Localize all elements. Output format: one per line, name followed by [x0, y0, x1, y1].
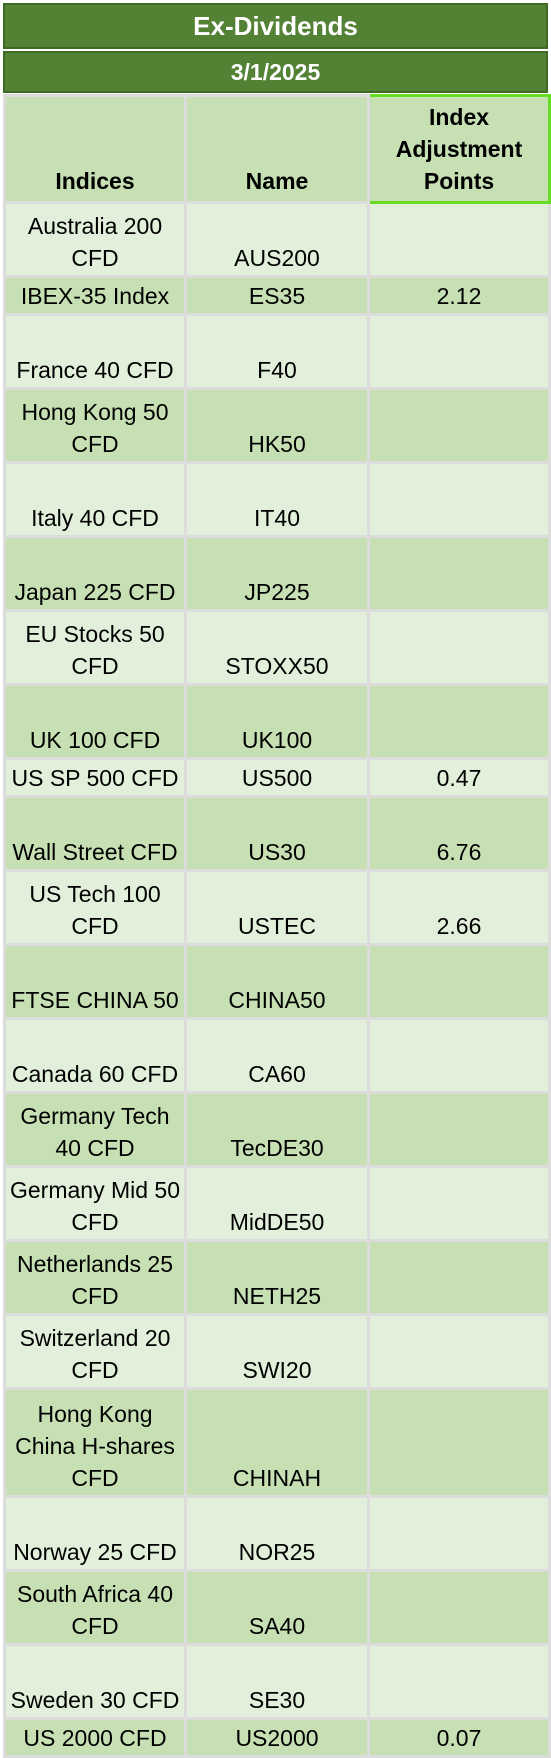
- cell-index[interactable]: Germany Tech 40 CFD: [3, 1091, 187, 1168]
- table-row: US SP 500 CFD US500 0.47: [3, 757, 551, 798]
- table-row: Sweden 30 CFD SE30: [3, 1643, 551, 1720]
- cell-points[interactable]: [367, 609, 551, 686]
- cell-index[interactable]: US Tech 100 CFD: [3, 869, 187, 946]
- sheet-date: 3/1/2025: [3, 51, 548, 93]
- cell-points[interactable]: [367, 535, 551, 612]
- table-row: Wall Street CFD US30 6.76: [3, 795, 551, 872]
- cell-index[interactable]: US 2000 CFD: [3, 1717, 187, 1758]
- cell-points[interactable]: [367, 1643, 551, 1720]
- table-row: Australia 200 CFD AUS200: [3, 201, 551, 278]
- cell-name[interactable]: F40: [184, 313, 370, 390]
- table-row: US Tech 100 CFD USTEC 2.66: [3, 869, 551, 946]
- header-name[interactable]: Name: [184, 94, 370, 204]
- table-row: US 2000 CFD US2000 0.07: [3, 1717, 551, 1758]
- cell-points[interactable]: 2.66: [367, 869, 551, 946]
- cell-name[interactable]: HK50: [184, 387, 370, 464]
- cell-points[interactable]: [367, 313, 551, 390]
- cell-points[interactable]: [367, 1495, 551, 1572]
- cell-name[interactable]: US30: [184, 795, 370, 872]
- cell-index[interactable]: Japan 225 CFD: [3, 535, 187, 612]
- cell-points[interactable]: [367, 943, 551, 1020]
- table-row: South Africa 40 CFD SA40: [3, 1569, 551, 1646]
- cell-name[interactable]: UK100: [184, 683, 370, 760]
- table-row: France 40 CFD F40: [3, 313, 551, 390]
- cell-points[interactable]: [367, 461, 551, 538]
- cell-index[interactable]: Germany Mid 50 CFD: [3, 1165, 187, 1242]
- cell-index[interactable]: France 40 CFD: [3, 313, 187, 390]
- cell-points[interactable]: 2.12: [367, 275, 551, 316]
- cell-index[interactable]: Netherlands 25 CFD: [3, 1239, 187, 1316]
- table-row: Hong Kong China H-shares CFD CHINAH: [3, 1387, 551, 1498]
- table-header-row: Indices Name Index Adjustment Points: [3, 94, 551, 204]
- cell-index[interactable]: Hong Kong China H-shares CFD: [3, 1387, 187, 1498]
- cell-name[interactable]: CHINA50: [184, 943, 370, 1020]
- cell-index[interactable]: US SP 500 CFD: [3, 757, 187, 798]
- cell-name[interactable]: USTEC: [184, 869, 370, 946]
- cell-name[interactable]: NOR25: [184, 1495, 370, 1572]
- table-row: IBEX-35 Index ES35 2.12: [3, 275, 551, 316]
- table-row: EU Stocks 50 CFD STOXX50: [3, 609, 551, 686]
- sheet-title: Ex-Dividends: [3, 3, 548, 49]
- cell-points[interactable]: [367, 387, 551, 464]
- cell-name[interactable]: IT40: [184, 461, 370, 538]
- table-row: Norway 25 CFD NOR25: [3, 1495, 551, 1572]
- cell-index[interactable]: Hong Kong 50 CFD: [3, 387, 187, 464]
- header-adjustment-points[interactable]: Index Adjustment Points: [367, 94, 551, 204]
- cell-name[interactable]: US2000: [184, 1717, 370, 1758]
- cell-name[interactable]: CA60: [184, 1017, 370, 1094]
- cell-points[interactable]: 6.76: [367, 795, 551, 872]
- table-row: Germany Tech 40 CFD TecDE30: [3, 1091, 551, 1168]
- cell-index[interactable]: Sweden 30 CFD: [3, 1643, 187, 1720]
- cell-name[interactable]: AUS200: [184, 201, 370, 278]
- cell-index[interactable]: Wall Street CFD: [3, 795, 187, 872]
- cell-name[interactable]: TecDE30: [184, 1091, 370, 1168]
- table-row: Hong Kong 50 CFD HK50: [3, 387, 551, 464]
- cell-points[interactable]: [367, 1387, 551, 1498]
- cell-points[interactable]: [367, 201, 551, 278]
- cell-index[interactable]: Italy 40 CFD: [3, 461, 187, 538]
- cell-points[interactable]: 0.07: [367, 1717, 551, 1758]
- table-row: UK 100 CFD UK100: [3, 683, 551, 760]
- table-row: Canada 60 CFD CA60: [3, 1017, 551, 1094]
- cell-index[interactable]: Australia 200 CFD: [3, 201, 187, 278]
- cell-points[interactable]: [367, 683, 551, 760]
- table-row: Germany Mid 50 CFD MidDE50: [3, 1165, 551, 1242]
- cell-index[interactable]: IBEX-35 Index: [3, 275, 187, 316]
- dividends-table: Indices Name Index Adjustment Points Aus…: [3, 94, 551, 1758]
- cell-name[interactable]: STOXX50: [184, 609, 370, 686]
- cell-name[interactable]: SWI20: [184, 1313, 370, 1390]
- cell-name[interactable]: CHINAH: [184, 1387, 370, 1498]
- cell-points[interactable]: [367, 1313, 551, 1390]
- cell-index[interactable]: UK 100 CFD: [3, 683, 187, 760]
- cell-points[interactable]: [367, 1165, 551, 1242]
- cell-points[interactable]: [367, 1091, 551, 1168]
- table-row: Japan 225 CFD JP225: [3, 535, 551, 612]
- cell-points[interactable]: [367, 1569, 551, 1646]
- header-indices[interactable]: Indices: [3, 94, 187, 204]
- cell-points[interactable]: [367, 1017, 551, 1094]
- table-row: Switzerland 20 CFD SWI20: [3, 1313, 551, 1390]
- cell-name[interactable]: SA40: [184, 1569, 370, 1646]
- table-row: FTSE CHINA 50 CHINA50: [3, 943, 551, 1020]
- cell-points[interactable]: 0.47: [367, 757, 551, 798]
- cell-name[interactable]: ES35: [184, 275, 370, 316]
- cell-name[interactable]: MidDE50: [184, 1165, 370, 1242]
- cell-name[interactable]: US500: [184, 757, 370, 798]
- cell-index[interactable]: South Africa 40 CFD: [3, 1569, 187, 1646]
- cell-index[interactable]: Canada 60 CFD: [3, 1017, 187, 1094]
- cell-index[interactable]: Norway 25 CFD: [3, 1495, 187, 1572]
- cell-index[interactable]: EU Stocks 50 CFD: [3, 609, 187, 686]
- cell-index[interactable]: FTSE CHINA 50: [3, 943, 187, 1020]
- cell-points[interactable]: [367, 1239, 551, 1316]
- cell-name[interactable]: JP225: [184, 535, 370, 612]
- table-row: Netherlands 25 CFD NETH25: [3, 1239, 551, 1316]
- cell-name[interactable]: SE30: [184, 1643, 370, 1720]
- cell-index[interactable]: Switzerland 20 CFD: [3, 1313, 187, 1390]
- cell-name[interactable]: NETH25: [184, 1239, 370, 1316]
- table-row: Italy 40 CFD IT40: [3, 461, 551, 538]
